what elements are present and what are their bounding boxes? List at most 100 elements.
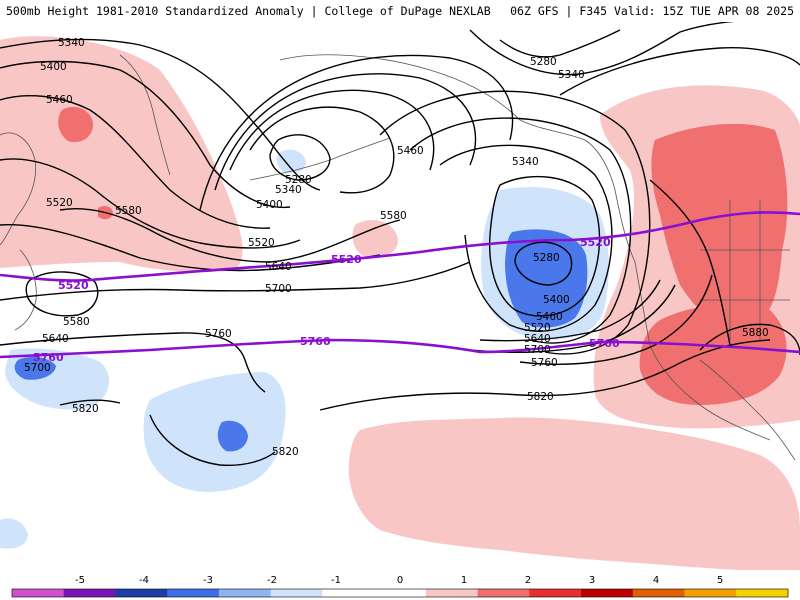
kamchatka-coastline xyxy=(119,54,171,176)
contour-label: 5520 xyxy=(46,197,73,209)
colorbar-segment xyxy=(167,589,220,597)
contour-label: 5460 xyxy=(397,145,424,157)
contour-5340-alaska xyxy=(249,106,395,194)
contour-label: 5460 xyxy=(46,94,73,106)
north-america-west-coast xyxy=(634,261,771,441)
contour-label: 5400 xyxy=(543,294,570,306)
contour-label: 5520 xyxy=(524,322,551,334)
colorbar-segment xyxy=(322,589,375,597)
contour-5460-alaska xyxy=(214,73,477,191)
contour-label: 5580 xyxy=(63,316,90,328)
mexico-coastline xyxy=(699,359,796,461)
contour-label: 5340 xyxy=(58,37,85,49)
negative-anomaly-strong xyxy=(217,420,248,452)
contour-labels: 5340 5400 5460 5520 5580 5640 5580 5280 … xyxy=(24,37,769,458)
contour-5280-north xyxy=(499,29,621,58)
alaska-coastline xyxy=(279,54,636,263)
contour-5760 xyxy=(0,332,266,393)
contour-label: 5760 xyxy=(531,357,558,369)
map-title: 500mb Height 1981-2010 Standardized Anom… xyxy=(6,4,491,18)
japan-coastline xyxy=(14,249,37,331)
reference-line-labels: 5520 5520 5520 5760 5760 5760 xyxy=(33,236,620,364)
contour-label: 5340 xyxy=(275,184,302,196)
contour-label: 5820 xyxy=(72,403,99,415)
colorbar-segment xyxy=(218,589,272,597)
contour-5460 xyxy=(0,95,271,229)
colorbar-tick-label: -2 xyxy=(267,575,277,586)
anomaly-map: 5340 5400 5460 5520 5580 5640 5580 5280 … xyxy=(0,22,800,570)
negative-anomaly-region xyxy=(276,149,306,174)
map-header: 500mb Height 1981-2010 Standardized Anom… xyxy=(0,0,800,22)
colorbar-tick-label: 0 xyxy=(397,575,403,586)
anomaly-shading xyxy=(0,36,800,570)
colorbar-segment xyxy=(374,589,427,597)
contour-5820 xyxy=(59,399,121,406)
positive-anomaly-region xyxy=(352,220,398,258)
colorbar-segment xyxy=(12,589,65,597)
run-valid-time: 06Z GFS | F345 Valid: 15Z TUE APR 08 202… xyxy=(510,4,794,18)
contour-label: 5700 xyxy=(265,283,292,295)
contour-label: 5640 xyxy=(524,333,551,345)
contour-5520-alaska xyxy=(199,54,514,211)
contour-5580 xyxy=(59,208,401,263)
contour-label: 5640 xyxy=(265,261,292,273)
contour-label: 5880 xyxy=(742,327,769,339)
contour-5700-east xyxy=(469,284,676,353)
contour-5640 xyxy=(0,223,381,272)
contour-5400-northeast xyxy=(559,47,800,96)
contour-west-coast-trough xyxy=(649,179,731,346)
colorbar-tick-label: 4 xyxy=(653,575,659,586)
contour-5400-low xyxy=(439,144,613,332)
colorbar-segment xyxy=(63,589,116,597)
contour-5280-low xyxy=(514,241,573,286)
line-5760 xyxy=(0,338,800,359)
contour-5760-east xyxy=(519,274,713,365)
contour-label: 5340 xyxy=(512,156,539,168)
colorbar-segment xyxy=(477,589,530,597)
colorbar-tick-label: 2 xyxy=(525,575,531,586)
contour-label: 5580 xyxy=(380,210,407,222)
reference-height-lines xyxy=(0,211,800,359)
colorbar-segment xyxy=(529,589,582,597)
line-5760-label: 5760 xyxy=(300,335,331,348)
negative-anomaly-strong xyxy=(505,229,588,328)
contour-label: 5700 xyxy=(24,362,51,374)
colorbar-segment xyxy=(425,589,479,597)
colorbar-segment xyxy=(115,589,168,597)
contour-5700 xyxy=(0,261,471,301)
negative-anomaly-region xyxy=(143,372,286,492)
colorbar-bar xyxy=(11,588,789,598)
colorbar-segment xyxy=(581,589,634,597)
contour-5340-north xyxy=(469,22,735,76)
contour-label: 5280 xyxy=(533,252,560,264)
colorbar-tick-label: 1 xyxy=(461,575,467,586)
line-5520-label: 5520 xyxy=(331,253,362,266)
contour-5580-closed xyxy=(25,271,99,317)
contour-5400 xyxy=(0,60,291,209)
contour-label: 5580 xyxy=(115,205,142,217)
colorbar-tick-label: -5 xyxy=(75,575,85,586)
state-borders xyxy=(700,200,790,340)
positive-anomaly-region xyxy=(348,417,800,570)
negative-anomaly-strong xyxy=(14,356,56,380)
colorbar-tick-label: -4 xyxy=(139,575,149,586)
height-contours xyxy=(0,22,800,467)
colorbar-segment xyxy=(736,589,789,597)
contour-label: 5280 xyxy=(530,56,557,68)
contour-5340-low xyxy=(488,175,601,317)
contour-5280-closed xyxy=(269,134,331,181)
colorbar-tick-label: -3 xyxy=(203,575,213,586)
contour-5640-east xyxy=(479,279,661,342)
colorbar-tick-label: 3 xyxy=(589,575,595,586)
negative-anomaly-region xyxy=(0,518,28,549)
contour-label: 5700 xyxy=(524,344,551,356)
colorbar-tick-label: -1 xyxy=(331,575,341,586)
positive-anomaly-strong xyxy=(58,106,93,143)
contour-5400-alaska xyxy=(229,89,435,171)
anomaly-colorbar: -5 -4 -3 -2 -1 0 1 2 3 4 5 xyxy=(11,575,789,598)
line-5520 xyxy=(0,211,800,282)
contour-5460-low xyxy=(409,117,632,344)
contour-label: 5400 xyxy=(40,61,67,73)
colorbar-segment xyxy=(632,589,686,597)
line-5520-label: 5520 xyxy=(58,279,89,292)
